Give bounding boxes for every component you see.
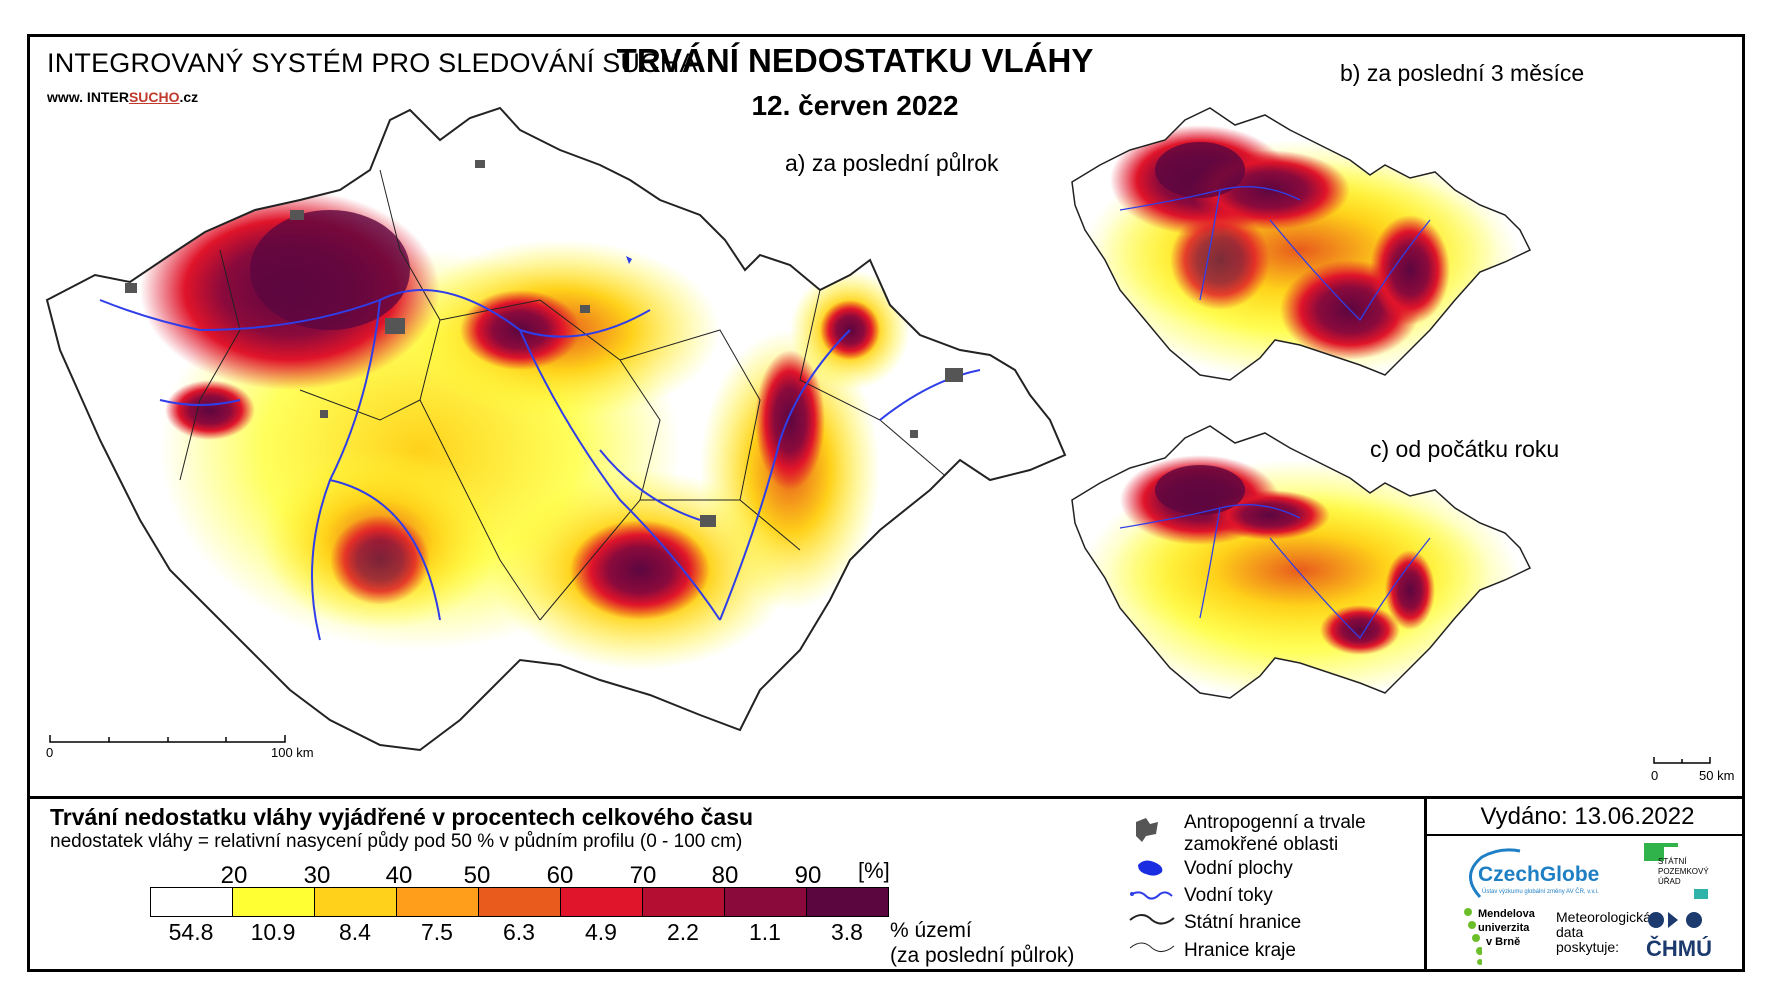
mendel-university-logo[interactable]: Mendelova univerzita v Brně [1462,905,1542,967]
symbol-river-label: Vodní toky [1184,885,1273,906]
scale-small-start: 0 [1651,768,1659,783]
footer-divider [1424,796,1427,972]
symbol-water-body-label: Vodní plochy [1184,858,1293,879]
symbol-icons [1129,818,1175,952]
legend-color-class [806,888,888,916]
region-border-icon [1129,942,1175,952]
rivers-c [1119,504,1431,640]
spu-logo[interactable]: STÁTNÍ POZEMKOVÝ ÚŘAD [1636,843,1716,899]
symbol-anthropogenic-label: Antropogenní a trvale zamokřené oblasti [1184,812,1366,855]
legend-tick: 40 [385,862,413,889]
legend-color-class [151,888,232,916]
state-border-icon [1129,914,1175,925]
czechglobe-logo[interactable]: CzechGlobe Ústav výzkumu globální změny … [1460,845,1610,905]
state-border-c [1071,425,1532,699]
legend-pct: 10.9 [250,919,296,945]
legend-unit: [%] [858,858,890,883]
system-title: INTEGROVANÝ SYSTÉM PRO SLEDOVÁNÍ SUCHA [47,48,698,78]
rivers-a [99,289,981,641]
main-title: TRVÁNÍ NEDOSTATKU VLÁHY [616,42,1094,79]
issued-date: Vydáno: 13.06.2022 [1480,803,1695,830]
legend-pct: 4.9 [585,919,617,945]
legend-tick: 50 [463,862,491,889]
legend-pct-label: % území (za poslední půlrok) [890,919,1075,967]
anthropogenic-area-icon [1136,818,1158,842]
legend-tick: 30 [303,862,331,889]
legend-color-class [724,888,806,916]
issued-divider [1424,834,1745,836]
legend-color-class [478,888,560,916]
legend-tick: 70 [629,862,657,889]
scale-bar-a [49,735,286,743]
region-borders-a [179,169,951,621]
scale-small-end: 50 km [1699,768,1735,783]
scale-bar-small [1653,757,1711,764]
legend-subtitle: nedostatek vláhy = relativní nasycení pů… [50,831,743,852]
legend-tick: 20 [220,862,248,889]
scale-a-start: 0 [46,745,54,760]
symbol-region-border-label: Hranice kraje [1184,940,1296,961]
czechglobe-swoosh-icon [1469,848,1521,899]
map-a-label: a) za poslední půlrok [785,150,999,176]
legend-pct: 2.2 [667,919,699,945]
legend-color-class [396,888,478,916]
legend-pct: 1.1 [749,919,781,945]
chmu-symbol-icon [1648,912,1702,928]
legend-color-class [560,888,642,916]
map-a-half-year [47,108,1065,750]
spu-green-square-icon [1644,843,1664,861]
legend-colorbar [150,887,889,917]
mendel-dots-icon [1464,908,1482,965]
spu-teal-square-icon [1694,889,1708,899]
legend-pct: 3.8 [831,919,863,945]
state-border-b [1071,107,1532,381]
legend-color-class [232,888,314,916]
legend-title: Trvání nedostatku vláhy vyjádřené v proc… [50,804,754,830]
legend-pct: 6.3 [503,919,535,945]
meteo-data-label: Meteorologická data poskytuje: [1556,909,1651,955]
map-date: 12. červen 2022 [751,90,959,121]
river-icon [1130,891,1173,900]
legend-divider [27,796,1745,799]
legend-color-class [314,888,396,916]
legend-tick: 60 [546,862,574,889]
legend-color-class [642,888,724,916]
legend-pct: 54.8 [168,919,214,945]
map-b-label: b) za poslední 3 měsíce [1340,60,1585,86]
water-body-icon [1138,860,1163,876]
rivers-b [1119,186,1431,322]
legend-tick: 90 [794,862,822,889]
symbol-state-border-label: Státní hranice [1184,912,1302,933]
legend-pct: 7.5 [421,919,453,945]
website-url[interactable]: www. INTERSUCHO.cz [47,89,199,105]
scale-a-end: 100 km [271,745,314,760]
legend-tick: 80 [711,862,739,889]
urban-areas-a [125,160,963,527]
state-border-a [45,106,1067,752]
chmu-logo[interactable]: ČHMÚ [1646,910,1716,965]
legend-pct: 8.4 [339,919,371,945]
map-c-label: c) od počátku roku [1370,436,1560,462]
map-c-since-year-start [1072,426,1530,698]
